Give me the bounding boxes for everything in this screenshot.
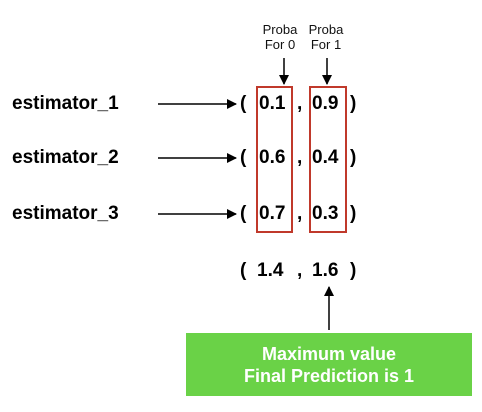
comma-3: , (297, 203, 303, 224)
row-3-proba-1: 0.3 (312, 203, 339, 224)
sum-paren-close: ) (350, 260, 357, 281)
comma-1: , (297, 93, 303, 114)
paren-close-1: ) (350, 93, 357, 114)
row-3-proba-0: 0.7 (259, 203, 286, 224)
estimator-2-label: estimator_2 (12, 147, 119, 168)
final-prediction-line1: Maximum value (261, 343, 397, 364)
highlight-column-1 (309, 86, 347, 233)
row-1-proba-0: 0.1 (259, 93, 286, 114)
header-proba-0: Proba For 0 (250, 22, 310, 52)
header-proba-1-line2: For 1 (310, 37, 342, 52)
header-proba-1-line1: Proba (308, 22, 344, 37)
final-prediction-line2: Final Prediction is 1 (243, 365, 415, 386)
sum-paren-open: ( (240, 260, 247, 281)
row-1-proba-1: 0.9 (312, 93, 339, 114)
header-proba-0-line2: For 0 (264, 37, 296, 52)
paren-close-2: ) (350, 147, 357, 168)
sum-proba-0: 1.4 (257, 260, 284, 281)
sum-comma: , (297, 260, 303, 281)
sum-proba-1: 1.6 (312, 260, 339, 281)
row-2-proba-0: 0.6 (259, 147, 286, 168)
paren-open-1: ( (240, 93, 247, 114)
highlight-column-0 (256, 86, 293, 233)
estimator-3-label: estimator_3 (12, 203, 119, 224)
row-2-proba-1: 0.4 (312, 147, 339, 168)
paren-close-3: ) (350, 203, 357, 224)
paren-open-2: ( (240, 147, 247, 168)
header-proba-0-line1: Proba (262, 22, 298, 37)
paren-open-3: ( (240, 203, 247, 224)
final-prediction-box: Maximum value Final Prediction is 1 (186, 333, 472, 396)
comma-2: , (297, 147, 303, 168)
header-proba-1: Proba For 1 (296, 22, 356, 52)
estimator-1-label: estimator_1 (12, 93, 119, 114)
